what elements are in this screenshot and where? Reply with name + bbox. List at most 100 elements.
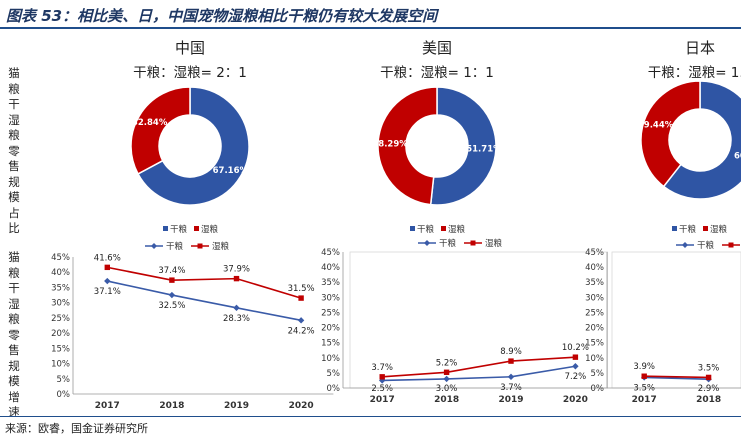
line-legend-marker-china-dry (151, 243, 157, 249)
line-point-usa-dry-2 (507, 373, 515, 381)
donut-ratio-japan: 干粮：湿粮= 1.1 (648, 65, 741, 81)
line-x-tick-japan-1: 2018 (696, 395, 721, 405)
line-y-tick-japan-1: 5% (591, 369, 605, 379)
donut-title-usa: 美国 (422, 39, 452, 57)
line-legend-marker-usa-wet (470, 240, 476, 246)
donut-label-usa-wet: 48.29% (372, 139, 408, 149)
line-series-china-wet (107, 266, 302, 299)
line-y-tick-usa-0: 0% (327, 384, 341, 394)
line-y-tick-usa-1: 5% (327, 369, 341, 379)
line-point-usa-dry-1 (443, 375, 450, 383)
line-series-usa-dry (382, 365, 576, 382)
line-legend-marker-japan-wet (728, 242, 734, 248)
line-label-china-wet-2: 37.9% (223, 265, 250, 275)
donut-legend-label-china-wet: 湿粮 (201, 224, 219, 235)
line-label-usa-dry-0: 2.5% (371, 384, 393, 394)
line-label-china-wet-3: 31.5% (288, 284, 315, 294)
footer-divider (0, 416, 741, 417)
line-label-usa-dry-2: 3.7% (500, 383, 522, 393)
line-y-tick-japan-8: 40% (585, 263, 604, 273)
line-y-tick-china-0: 0% (57, 390, 71, 400)
line-y-tick-japan-2: 10% (585, 354, 604, 364)
line-point-japan-wet-1 (705, 374, 712, 381)
title-divider (0, 27, 741, 29)
line-label-usa-dry-3: 7.2% (565, 372, 587, 382)
line-series-china-dry (107, 280, 302, 322)
line-label-japan-dry-0: 3.5% (633, 383, 655, 393)
line-y-tick-usa-2: 10% (321, 354, 340, 364)
line-y-tick-usa-7: 35% (321, 278, 340, 288)
line-point-usa-dry-3 (572, 363, 579, 370)
line-plot-frame-japan (611, 251, 741, 389)
line-y-tick-china-2: 10% (51, 360, 70, 370)
row-label-retail-share: 猫粮干湿粮零售规模占比 (8, 66, 20, 235)
line-legend-label-china-dry: 干粮 (166, 241, 184, 252)
line-series-japan-dry (644, 376, 709, 381)
donut-legend-label-china-dry: 干粮 (170, 224, 188, 235)
line-y-tick-usa-5: 25% (321, 308, 340, 318)
line-legend-label-china-wet: 湿粮 (212, 241, 230, 252)
line-series-usa-wet (382, 356, 576, 378)
line-y-tick-japan-7: 35% (585, 278, 604, 288)
line-y-tick-japan-0: 0% (591, 384, 605, 394)
line-point-china-wet-0 (104, 264, 110, 271)
line-series-japan-wet (644, 375, 709, 379)
donut-legend-swatch-china-dry (163, 226, 168, 231)
line-point-china-dry-3 (297, 317, 305, 324)
line-y-tick-china-5: 25% (51, 314, 70, 324)
line-y-tick-china-3: 15% (51, 344, 70, 354)
donut-slice-china-dry (136, 86, 250, 206)
donut-slice-japan-dry (662, 80, 741, 200)
line-y-tick-japan-4: 20% (585, 324, 604, 334)
line-label-japan-wet-0: 3.9% (633, 362, 655, 372)
line-legend-label-usa-wet: 湿粮 (485, 238, 503, 249)
line-label-china-dry-2: 28.3% (223, 314, 250, 324)
donut-label-japan-dry: 60.5 (734, 151, 741, 161)
source-note: 来源：欧睿，国金证券研究所 (5, 422, 148, 435)
line-label-usa-wet-2: 8.9% (500, 347, 522, 357)
line-point-china-dry-0 (104, 277, 111, 285)
line-x-tick-usa-0: 2017 (370, 395, 395, 405)
line-y-tick-usa-8: 40% (321, 263, 340, 273)
line-legend-label-usa-dry: 干粮 (439, 238, 457, 249)
line-x-tick-china-3: 2020 (289, 401, 314, 411)
line-x-tick-usa-2: 2019 (498, 395, 523, 405)
line-y-tick-china-4: 20% (51, 329, 70, 339)
donut-slice-japan-wet (640, 80, 701, 188)
line-y-tick-usa-3: 15% (321, 339, 340, 349)
row-label-retail-growth: 猫粮干湿粮零售规模增速 (8, 250, 20, 419)
line-label-china-dry-3: 24.2% (288, 326, 315, 336)
donut-slice-usa-dry (429, 86, 497, 206)
line-y-tick-usa-4: 20% (321, 324, 340, 334)
donut-slice-china-wet (130, 86, 191, 175)
line-legend-label-japan-dry: 干粮 (697, 240, 715, 251)
line-point-china-wet-3 (298, 295, 304, 301)
line-y-tick-japan-5: 25% (585, 308, 604, 318)
line-x-tick-usa-1: 2018 (434, 395, 459, 405)
donut-label-japan-wet: 39.44% (638, 121, 674, 131)
line-y-tick-japan-9: 45% (585, 248, 604, 258)
line-x-tick-japan-0: 2017 (632, 395, 657, 405)
line-y-tick-china-7: 35% (51, 283, 70, 293)
line-point-usa-wet-0 (379, 374, 385, 380)
line-y-tick-china-1: 5% (57, 375, 71, 385)
donut-label-china-wet: 32.84% (132, 118, 168, 128)
donut-legend-label-usa-wet: 湿粮 (448, 224, 466, 235)
line-label-china-wet-1: 37.4% (158, 266, 185, 276)
donut-slice-usa-wet (377, 86, 438, 206)
line-label-usa-dry-1: 3.0% (436, 384, 458, 394)
line-y-tick-japan-3: 15% (585, 339, 604, 349)
donut-legend-swatch-usa-wet (441, 226, 446, 231)
line-y-tick-usa-6: 30% (321, 293, 340, 303)
line-point-china-dry-2 (233, 304, 240, 312)
line-point-china-wet-1 (169, 277, 175, 283)
line-x-tick-china-2: 2019 (224, 401, 249, 411)
line-label-japan-dry-1: 2.9% (698, 384, 720, 394)
line-legend-marker-japan-dry (682, 242, 688, 248)
line-x-tick-china-1: 2018 (159, 401, 184, 411)
donut-title-japan: 日本 (685, 39, 715, 57)
line-y-tick-usa-9: 45% (321, 248, 340, 258)
donut-title-china: 中国 (175, 39, 205, 57)
line-y-tick-china-8: 40% (51, 268, 70, 278)
